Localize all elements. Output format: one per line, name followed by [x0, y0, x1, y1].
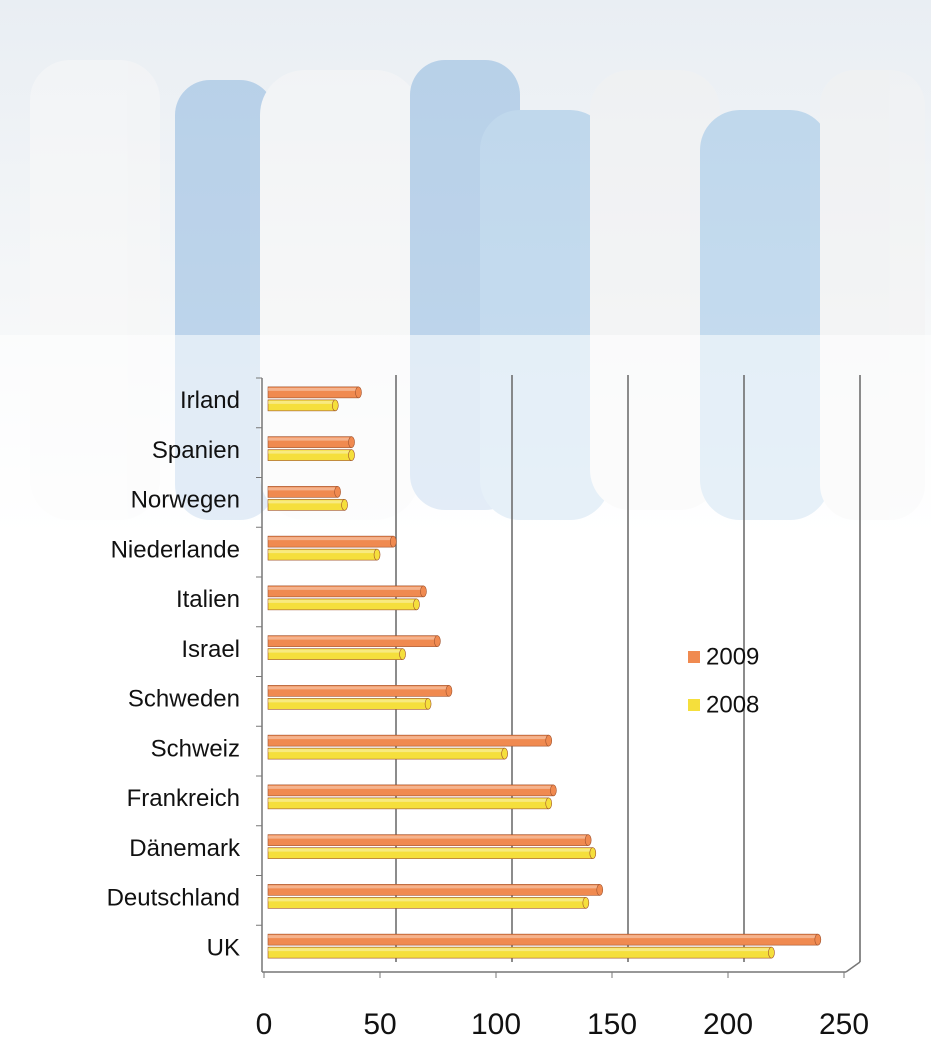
- bar: [267, 486, 341, 498]
- bar: [267, 797, 553, 810]
- y-tick-label: Spanien: [152, 437, 240, 464]
- y-tick-label: Irland: [180, 387, 240, 414]
- bar: [267, 598, 420, 611]
- x-tick-label: 100: [471, 1008, 521, 1041]
- x-tick-label: 150: [587, 1008, 637, 1041]
- y-tick-label: Dänemark: [129, 835, 241, 862]
- bar: [267, 734, 553, 747]
- bar: [267, 946, 775, 959]
- x-axis-depth: [845, 961, 861, 973]
- bar: [267, 884, 604, 896]
- bar: [267, 847, 597, 859]
- x-tick-label: 50: [363, 1008, 396, 1041]
- bar: [267, 499, 348, 511]
- bar: [267, 399, 339, 412]
- bar: [267, 449, 355, 461]
- bar: [267, 897, 590, 909]
- bar: [267, 685, 453, 697]
- y-tick-label: Norwegen: [131, 487, 240, 514]
- bar: [267, 648, 406, 660]
- x-tick-label: 0: [256, 1008, 273, 1041]
- y-tick-label: Frankreich: [127, 785, 240, 812]
- bar: [267, 747, 508, 760]
- bar: [267, 548, 381, 561]
- x-tick-label: 250: [819, 1008, 869, 1041]
- y-tick-label: UK: [207, 934, 240, 961]
- legend-swatch: [688, 651, 700, 663]
- bar: [267, 933, 822, 946]
- y-tick-label: Italien: [176, 586, 240, 613]
- y-tick-label: Niederlande: [111, 536, 240, 563]
- legend-swatch: [688, 699, 700, 711]
- y-tick-label: Deutschland: [107, 885, 240, 912]
- x-tick-label: 200: [703, 1008, 753, 1041]
- bar: [267, 535, 397, 548]
- bar: [267, 635, 441, 647]
- bar: [267, 585, 427, 598]
- bar: [267, 834, 592, 846]
- y-tick-label: Schweiz: [151, 735, 240, 762]
- bar: [267, 436, 355, 448]
- y-tick-label: Israel: [181, 636, 240, 663]
- legend-label: 2009: [706, 643, 759, 670]
- bar: [267, 784, 557, 797]
- chart-overlay: [0, 335, 931, 1044]
- legend-label: 2008: [706, 691, 759, 718]
- bar: [267, 386, 362, 399]
- bar: [267, 698, 432, 710]
- y-tick-label: Schweden: [128, 686, 240, 713]
